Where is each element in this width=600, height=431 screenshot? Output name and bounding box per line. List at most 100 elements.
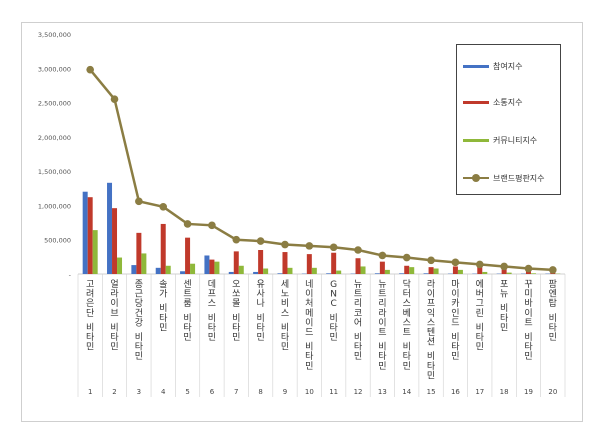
y-tick-label: 1,000,000 <box>38 202 71 210</box>
rank-label: 16 <box>451 388 460 396</box>
line-point <box>159 203 168 211</box>
bar <box>355 258 361 274</box>
bar <box>530 273 536 274</box>
rank-label: 19 <box>524 388 533 396</box>
bar <box>155 267 161 274</box>
line-point <box>281 240 289 249</box>
rank-label: 2 <box>112 388 116 396</box>
legend-label: 커뮤니티지수 <box>493 135 538 145</box>
line-point <box>208 221 216 230</box>
bar <box>477 266 483 274</box>
bar <box>185 237 191 274</box>
bar <box>87 197 93 274</box>
brand-reputation-line <box>89 68 553 272</box>
line-point <box>135 197 143 206</box>
bar <box>311 267 317 274</box>
bar <box>209 259 215 274</box>
line-point <box>427 256 435 265</box>
y-tick-label: 1,500,000 <box>38 168 71 176</box>
y-tick-label: 2,500,000 <box>38 100 71 108</box>
legend-swatch <box>463 100 489 104</box>
bar <box>306 254 312 274</box>
rank-label: 15 <box>427 388 436 396</box>
rank-label: 14 <box>402 388 411 396</box>
legend-label: 소통지수 <box>493 97 523 107</box>
bar <box>258 250 264 274</box>
bar <box>107 182 113 274</box>
bar <box>423 273 429 274</box>
bar <box>165 265 171 274</box>
bar <box>233 251 239 274</box>
bar <box>360 266 366 274</box>
rank-label: 4 <box>161 388 166 396</box>
legend-item-community: 커뮤니티지수 <box>463 133 537 147</box>
line-point <box>86 65 94 74</box>
bar <box>131 265 137 274</box>
legend-swatch <box>463 174 489 182</box>
rank-label: 20 <box>548 388 557 396</box>
line-point <box>549 266 557 274</box>
rank-label: 5 <box>185 388 189 396</box>
bar <box>160 223 166 274</box>
bar <box>336 270 342 274</box>
legend-item-communication: 소통지수 <box>463 95 522 109</box>
bar <box>331 252 337 274</box>
line-point <box>232 235 241 244</box>
bar <box>141 253 147 274</box>
bar <box>457 269 463 274</box>
rank-label: 6 <box>210 388 215 396</box>
bar <box>253 271 259 274</box>
bar <box>506 272 512 274</box>
line-point <box>256 237 265 245</box>
bar <box>379 261 385 274</box>
rank-label: 7 <box>234 388 238 396</box>
legend-swatch <box>463 64 489 68</box>
line-point <box>500 262 508 271</box>
rank-label: 1 <box>88 388 92 396</box>
bar <box>190 263 196 274</box>
bar <box>452 266 458 274</box>
line-point <box>305 242 314 250</box>
bars-layer <box>82 182 561 274</box>
bar <box>482 271 488 274</box>
rank-label: 18 <box>500 388 509 396</box>
bar <box>501 267 507 274</box>
bar <box>374 273 380 274</box>
bar <box>277 273 283 274</box>
line-point <box>183 220 192 228</box>
y-tick-label: - <box>69 271 72 279</box>
line-point <box>378 251 387 260</box>
y-tick-label: 2,000,000 <box>38 134 71 142</box>
bar <box>287 267 293 274</box>
legend: 참여지수 소통지수 커뮤니티지수 브랜드평판지수 <box>456 44 561 195</box>
bar <box>238 265 244 274</box>
legend-swatch <box>463 138 489 142</box>
rank-label: 8 <box>258 388 262 396</box>
line-point <box>475 260 484 269</box>
legend-item-participation: 참여지수 <box>463 59 522 73</box>
y-tick-label: 3,000,000 <box>38 65 71 73</box>
legend-label: 참여지수 <box>493 61 523 71</box>
rank-label: 3 <box>137 388 141 396</box>
bar <box>117 257 123 274</box>
bar <box>384 269 390 274</box>
bar <box>214 261 220 274</box>
line-point <box>524 264 533 273</box>
legend-item-brand-reputation: 브랜드평판지수 <box>463 171 545 185</box>
